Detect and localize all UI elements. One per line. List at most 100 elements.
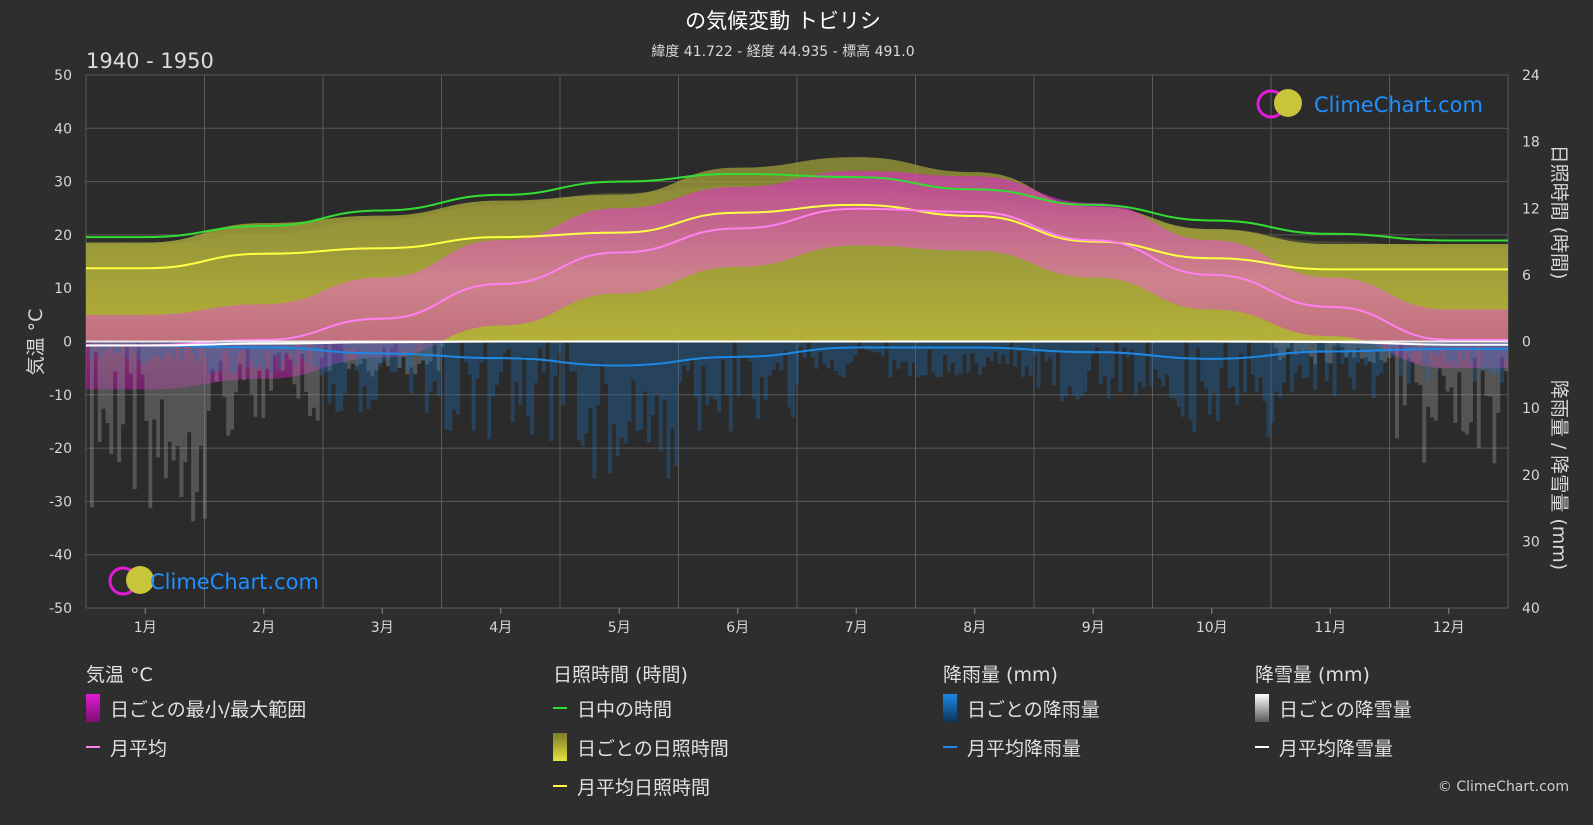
rain-daily-bar [241,341,246,350]
left-tick-label: 30 [54,175,72,191]
snow-daily-bar [1352,341,1357,358]
snow-daily-bar [187,341,192,433]
rain-daily-bar [724,341,729,396]
snow-daily-bar [1278,341,1283,361]
rain-daily-bar [475,341,480,379]
rain-daily-bar [1056,341,1060,352]
rain-daily-bar [89,341,94,359]
rain-daily-bar [331,341,336,385]
rain-daily-bar [763,341,768,400]
snow-daily-bar [234,341,238,393]
rain-daily-bar [117,341,122,353]
rain-daily-bar [1317,341,1321,352]
rain-daily-bar [144,341,149,363]
rain-daily-bar [409,341,414,394]
snow-daily-bar [1492,341,1497,464]
rain-daily-bar [514,341,519,382]
snow-daily-bar [308,341,312,416]
rain-daily-bar [1336,341,1341,349]
logo-top[interactable]: ClimeChart.com [1256,89,1483,119]
rain-daily-bar [954,341,959,376]
x-tick-label: 7月 [845,620,868,636]
snow-daily-bar [1430,341,1434,418]
legend-temp-avg[interactable]: 月平均 [86,728,306,766]
legend-sunshine-daily[interactable]: 日ごとの日照時間 [553,728,729,766]
rain-daily-bar [292,341,297,366]
rain-daily-bar [323,341,328,373]
snow-daily-bar [257,341,262,371]
right-top-tick-label: 6 [1522,268,1531,284]
rain-daily-bar [1410,341,1415,350]
rain-daily-bar [257,341,262,366]
snow-daily-bar [1457,341,1462,373]
snow-daily-bar [1484,341,1489,396]
rain-daily-bar [1449,341,1454,360]
snow-daily-bar [253,341,258,417]
rain-daily-bar [1227,341,1232,388]
rain-daily-bar [1414,341,1419,350]
snow-daily-bar [93,341,98,352]
rain-daily-bar [900,341,905,362]
rain-daily-bar [541,341,546,373]
rain-daily-bar [276,341,281,370]
snow-daily-bar [362,341,367,360]
rain-daily-bar [1289,341,1294,392]
rain-daily-bar [1445,341,1450,364]
rain-daily-bar [713,341,718,400]
rain-daily-bar [596,341,601,406]
chart-areas [86,157,1508,390]
logo-sun-icon [126,566,154,594]
snow-daily-bar [195,341,199,493]
snow-daily-bar [405,341,410,375]
rain-daily-bar [1157,341,1162,379]
rain-daily-bar [978,341,983,376]
rain-daily-bar [1363,341,1368,366]
rain-daily-bar [522,341,527,357]
rain-daily-bar [814,341,819,369]
rain-daily-bar [1180,341,1185,417]
rain-daily-bar [627,341,632,422]
rain-daily-bar [526,341,531,417]
legend-daylight[interactable]: 日中の時間 [553,689,729,727]
rain-daily-bar [958,341,963,373]
rain-daily-bar [1488,341,1493,371]
rain-daily-bar [923,341,928,376]
rain-daily-bar [1200,341,1205,381]
legend-snow-avg[interactable]: 月平均降雪量 [1255,728,1412,766]
snow-daily-bar [89,341,94,508]
legend-rain: 降雨量 (mm) 日ごとの降雨量 月平均降雨量 [943,660,1100,766]
rain-daily-bar [631,341,636,380]
legend-rain-avg[interactable]: 月平均降雨量 [943,728,1100,766]
rain-daily-bar [487,341,492,440]
rain-daily-bar [385,341,390,360]
snow-daily-bar [1437,341,1442,369]
rain-daily-bar [569,341,573,372]
rain-daily-bar [759,341,764,378]
legend-snow-avg-label: 月平均降雪量 [1279,737,1394,760]
snow-daily-bar [382,341,386,348]
legend-temp-range[interactable]: 日ごとの最小/最大範囲 [86,689,306,727]
rain-daily-bar [1044,341,1049,363]
rain-daily-bar [343,341,348,394]
rain-daily-bar [479,341,484,363]
rain-daily-bar [561,341,566,406]
snow-daily-bar [440,341,445,347]
legend-rain-daily[interactable]: 日ごとの降雨量 [943,689,1100,727]
rain-daily-bar [826,341,831,369]
snow-daily-bar [1363,341,1368,358]
legend-snow-daily[interactable]: 日ごとの降雪量 [1255,689,1412,727]
rain-daily-bar [779,341,784,371]
snow-daily-bar [424,341,429,365]
logo-bottom[interactable]: ClimeChart.com [108,566,319,596]
snow-daily-bar [1309,341,1314,357]
rain-daily-bar [218,341,223,371]
legend-sunshine-avg[interactable]: 月平均日照時間 [553,767,729,805]
snow-daily-bar [374,341,379,371]
legend-daylight-label: 日中の時間 [577,698,673,721]
snow-daily-bar [311,341,316,408]
rain-daily-bar [1344,341,1349,358]
snow-daily-bar [218,341,223,361]
copyright: © ClimeChart.com [1437,779,1569,795]
snow-daily-bar [397,341,402,368]
